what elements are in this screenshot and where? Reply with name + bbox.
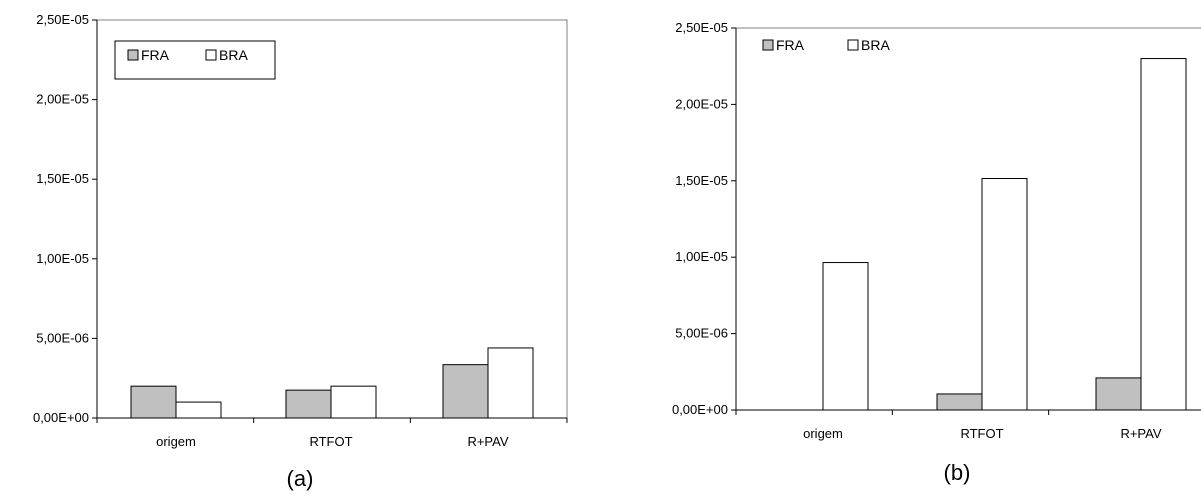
x-category-label: R+PAV [467,434,508,449]
x-category-label: origem [803,426,843,441]
legend-swatch-fra [762,39,774,51]
chart-a: 0,00E+00 5,00E-06 1,00E-05 1,50E-05 2,00E-05… [33,12,568,491]
legend-label-bra: BRA [219,47,248,63]
bar-bra-r-pav [487,347,534,419]
legend-label-bra: BRA [861,37,890,53]
y-tick-label: 1,50E-05 [36,171,89,186]
y-tick-label: 2,00E-05 [36,92,89,107]
x-category-label: R+PAV [1120,426,1161,441]
bar-bra-rtfot [981,178,1028,411]
y-tick-label: 2,50E-05 [675,20,728,35]
y-tick-label: 1,00E-05 [36,251,89,266]
bar-bra-origem [175,401,222,419]
chart-b: 0,00E+00 5,00E-06 1,00E-05 1,50E-05 2,00E-05… [672,20,1201,485]
bar-fra-origem [130,385,177,419]
y-tick-label: 1,00E-05 [675,249,728,264]
x-category-label: RTFOT [960,426,1003,441]
x-category-label: origem [156,434,196,449]
chart-caption: (a) [287,466,314,491]
y-tick-label: 0,00E+00 [672,402,728,417]
legend-label-fra: FRA [776,37,805,53]
chart-caption: (b) [944,460,971,485]
legend-swatch-bra [205,49,217,61]
bar-fra-rtfot [285,389,332,419]
y-tick-label: 2,50E-05 [36,12,89,27]
x-category-label: RTFOT [309,434,352,449]
legend: FRA BRA [762,37,890,53]
y-tick-label: 0,00E+00 [33,410,89,425]
y-tick-label: 2,00E-05 [675,96,728,111]
bar-bra-rtfot [330,385,377,419]
legend-label-fra: FRA [141,47,170,63]
bar-fra-rtfot [936,393,983,411]
bar-fra-r-pav [1095,377,1142,411]
bar-bra-r-pav [1140,58,1187,411]
y-tick-label: 5,00E-06 [675,326,728,341]
y-tick-label: 1,50E-05 [675,173,728,188]
bar-fra-r-pav [442,364,489,419]
y-tick-label: 5,00E-06 [36,330,89,345]
legend-box [114,40,276,80]
legend-swatch-bra [847,39,859,51]
legend: FRA BRA [114,40,276,80]
bar-bra-origem [822,262,869,411]
legend-swatch-fra [127,49,139,61]
